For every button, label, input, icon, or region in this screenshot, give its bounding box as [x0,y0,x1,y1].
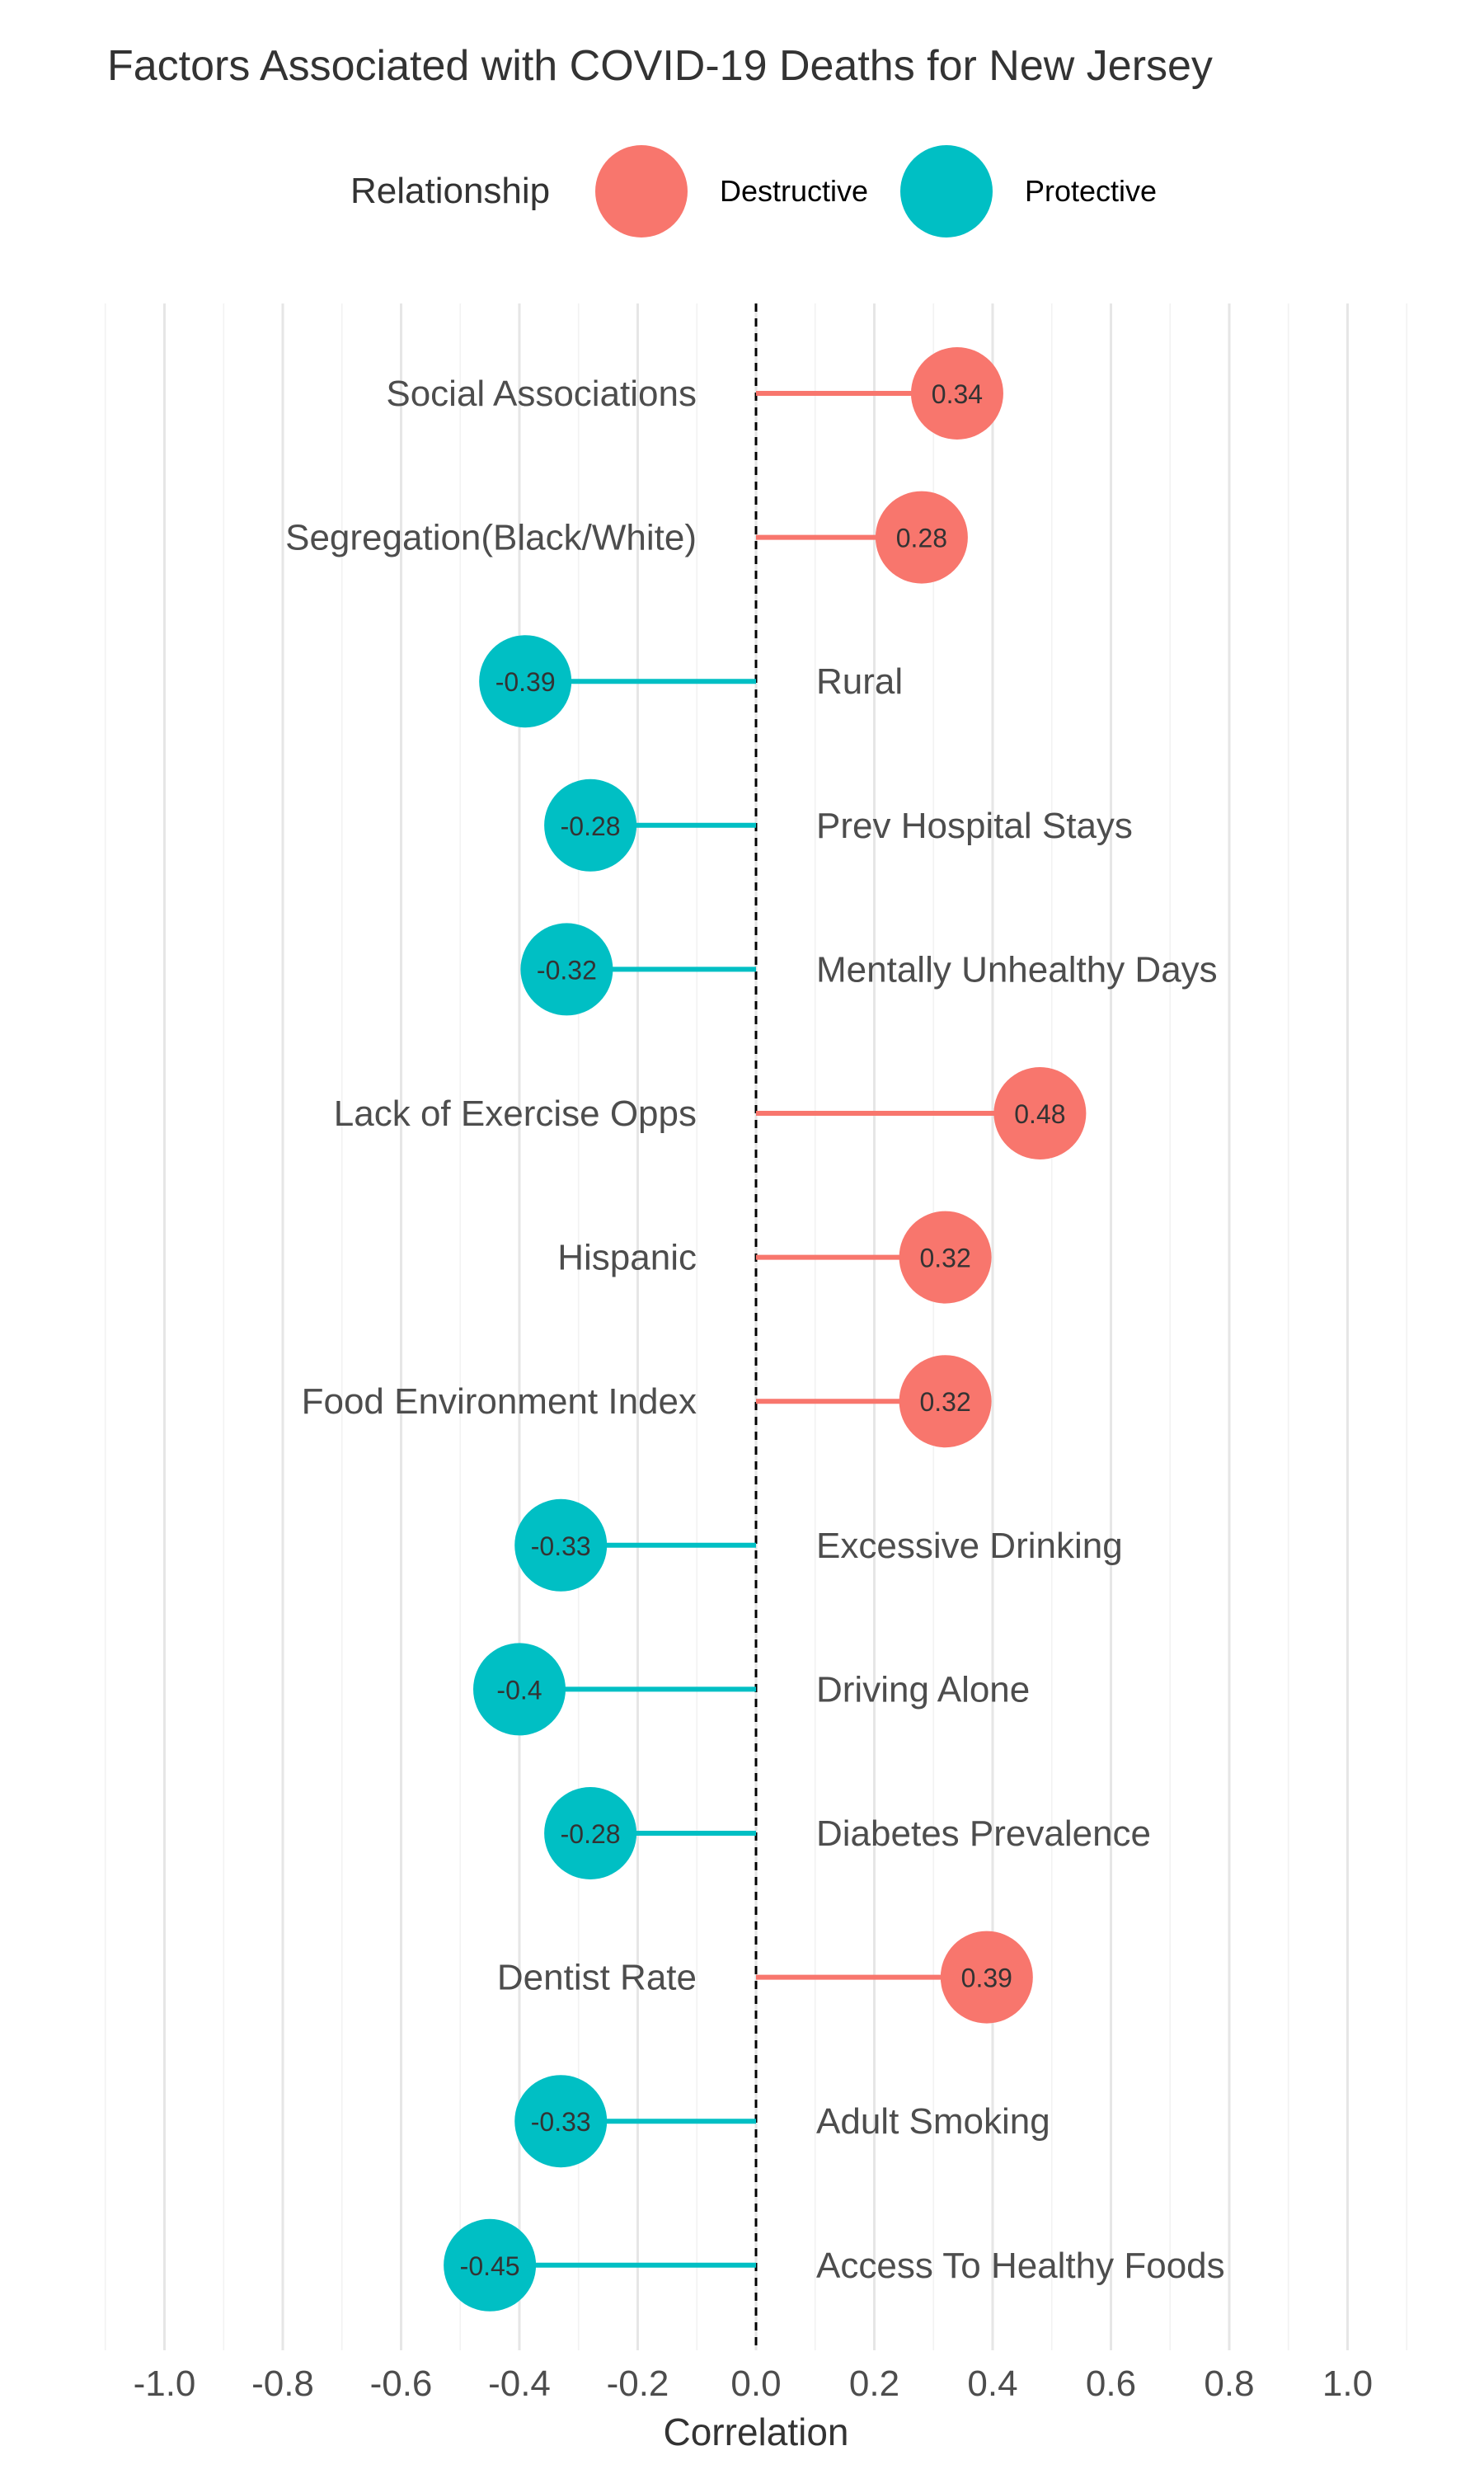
x-tick-label: 0.6 [1086,2363,1136,2404]
x-tick-label: 0.0 [730,2363,781,2404]
value-label: -0.28 [561,1819,621,1849]
lollipop-point [479,635,572,728]
lollipop-point [473,1643,566,1736]
legend-label: Protective [1025,174,1157,208]
category-label: Rural [816,661,903,702]
value-label: -0.33 [531,1531,591,1561]
value-label: -0.33 [531,2107,591,2137]
lollipop-point [875,491,968,584]
lollipop-point [899,1211,992,1304]
legend-swatch [900,145,993,238]
lollipop-point [514,2075,608,2168]
value-label: 0.48 [1014,1099,1065,1129]
category-label: Social Associations [386,374,697,414]
lollipop-point [514,1498,608,1592]
value-label: 0.32 [919,1244,970,1273]
legend-swatch [595,145,688,238]
category-label: Prev Hospital Stays [816,806,1133,846]
value-label: -0.4 [496,1675,542,1705]
value-label: -0.45 [460,2251,520,2281]
chart-title: Factors Associated with COVID-19 Deaths … [107,42,1213,90]
legend-title: Relationship [350,171,550,211]
x-tick-label: -0.4 [488,2363,551,2404]
category-label: Food Environment Index [302,1381,697,1422]
category-label: Hispanic [557,1238,697,1278]
category-label: Excessive Drinking [816,1526,1123,1566]
x-tick-label: -1.0 [134,2363,196,2404]
value-label: -0.28 [561,811,621,841]
category-label: Dentist Rate [497,1958,697,1998]
value-label: 0.28 [896,524,947,553]
lollipop-point [899,1355,992,1448]
x-tick-label: -0.2 [607,2363,669,2404]
category-label: Driving Alone [816,1669,1030,1710]
x-tick-label: 1.0 [1322,2363,1373,2404]
category-label: Mentally Unhealthy Days [816,949,1218,990]
x-tick-label: -0.6 [370,2363,433,2404]
category-label: Diabetes Prevalence [816,1813,1151,1854]
x-tick-label: 0.8 [1204,2363,1254,2404]
category-label: Adult Smoking [816,2101,1050,2142]
value-label: 0.32 [919,1387,970,1417]
lollipop-point [910,347,1003,440]
category-label: Lack of Exercise Opps [334,1094,697,1134]
lollipop-point [444,2218,537,2312]
lollipop-point [940,1931,1033,2024]
x-axis-title: Correlation [664,2411,849,2453]
lollipop-point [544,778,637,872]
x-tick-label: 0.2 [849,2363,899,2404]
lollipop-point [520,923,613,1016]
category-label: Segregation(Black/White) [285,518,697,558]
lollipop-point [544,1787,637,1879]
x-tick-label: 0.4 [967,2363,1017,2404]
x-tick-label: -0.8 [251,2363,314,2404]
lollipop-point [993,1067,1087,1159]
legend-label: Destructive [720,174,868,208]
value-label: -0.39 [495,667,556,697]
value-label: 0.34 [932,379,983,409]
category-label: Access To Healthy Foods [816,2246,1225,2286]
value-label: 0.39 [961,1964,1012,1993]
value-label: -0.32 [537,955,597,985]
